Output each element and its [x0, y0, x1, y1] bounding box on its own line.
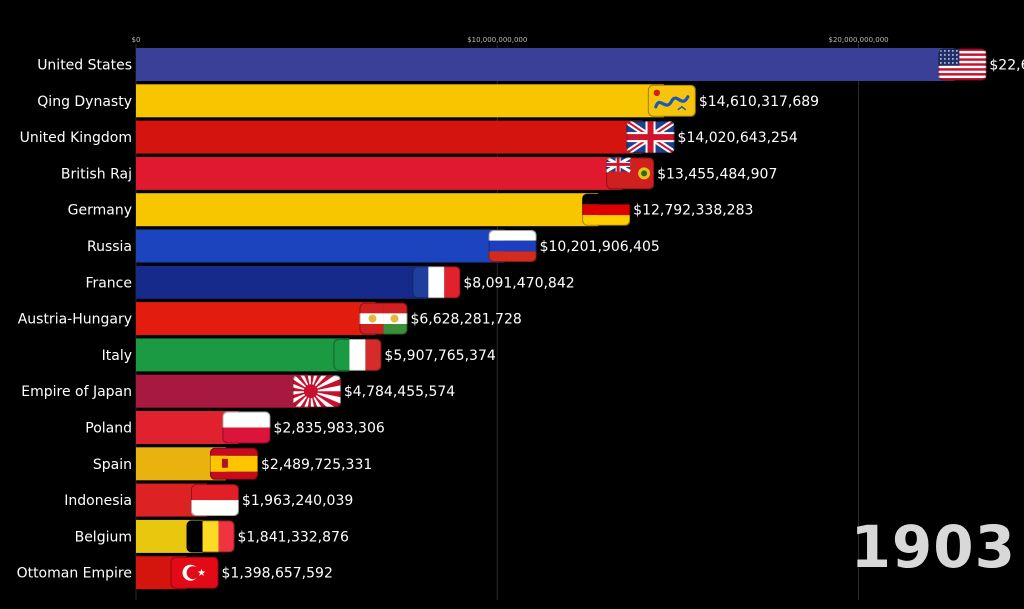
- bar-poland: [136, 411, 239, 444]
- x-tick-label: $10,000,000,000: [467, 36, 527, 44]
- flag-germany-icon: [582, 193, 631, 226]
- value-labels: $22,652,818,557 $14,610,317,689 $14,020,64…: [222, 58, 1024, 582]
- bars: [136, 48, 955, 590]
- value-label-empire-of-japan: $4,784,455,574: [344, 384, 455, 400]
- bar-austria-hungary: [136, 302, 376, 336]
- bar-france: [136, 265, 429, 299]
- category-label-france: France: [85, 275, 132, 291]
- category-label-austria-hungary: Austria-Hungary: [18, 312, 132, 328]
- category-label-ottoman-empire: Ottoman Empire: [17, 566, 132, 582]
- flag-united-states-icon: [938, 48, 987, 81]
- value-label-austria-hungary: $6,628,281,728: [410, 312, 521, 328]
- bar-russia: [136, 229, 505, 263]
- flag-italy-icon: [333, 338, 382, 371]
- value-label-spain: $2,489,725,331: [261, 457, 372, 473]
- flags: [170, 48, 987, 589]
- flag-poland-icon: [222, 411, 271, 444]
- category-label-italy: Italy: [102, 348, 132, 364]
- flag-belgium-icon: [186, 520, 235, 553]
- x-tick-label: $20,000,000,000: [828, 36, 888, 44]
- category-label-russia: Russia: [87, 239, 132, 255]
- value-label-france: $8,091,470,842: [463, 275, 574, 291]
- x-axis-ticks: $0 $10,000,000,000 $20,000,000,000: [132, 36, 889, 44]
- flag-empire-of-japan-icon: [292, 375, 341, 408]
- value-label-british-raj: $13,455,484,907: [657, 166, 777, 182]
- category-label-empire-of-japan: Empire of Japan: [21, 384, 132, 400]
- flag-qing-dynasty-icon: [647, 84, 696, 117]
- flag-british-raj-icon: [606, 157, 655, 190]
- category-label-poland: Poland: [85, 421, 132, 437]
- category-label-united-kingdom: United Kingdom: [20, 130, 132, 146]
- flag-france-icon: [412, 266, 461, 299]
- bar-germany: [136, 193, 599, 227]
- category-labels: United States Qing Dynasty United Kingdom B…: [17, 58, 132, 582]
- x-tick-label: $0: [132, 36, 141, 44]
- value-label-russia: $10,201,906,405: [540, 239, 660, 255]
- flag-spain-icon: [209, 447, 258, 480]
- category-label-united-states: United States: [37, 58, 132, 74]
- category-label-qing-dynasty: Qing Dynasty: [37, 94, 132, 110]
- year-label: 1903: [850, 513, 1016, 581]
- value-label-poland: $2,835,983,306: [273, 421, 384, 437]
- value-label-united-kingdom: $14,020,643,254: [678, 130, 798, 146]
- value-label-indonesia: $1,963,240,039: [242, 493, 353, 509]
- bar-empire-of-japan: [136, 374, 309, 408]
- category-label-germany: Germany: [68, 203, 132, 219]
- value-label-italy: $5,907,765,374: [384, 348, 495, 364]
- bar-united-states: [136, 48, 955, 81]
- flag-russia-icon: [488, 230, 537, 262]
- category-label-indonesia: Indonesia: [64, 493, 132, 509]
- category-label-belgium: Belgium: [75, 529, 132, 545]
- bar-united-kingdom: [136, 120, 643, 154]
- flag-austria-hungary-icon: [359, 302, 408, 335]
- bar-qing-dynasty: [136, 84, 664, 118]
- value-label-united-states: $22,652,818,557: [989, 58, 1024, 74]
- bar-british-raj: [136, 156, 623, 190]
- flag-ottoman-empire-icon: [170, 556, 219, 589]
- value-label-qing-dynasty: $14,610,317,689: [699, 94, 819, 110]
- bar-italy: [136, 338, 350, 372]
- category-label-british-raj: British Raj: [61, 166, 132, 182]
- flag-united-kingdom-icon: [626, 121, 675, 154]
- value-label-belgium: $1,841,332,876: [238, 529, 349, 545]
- value-label-ottoman-empire: $1,398,657,592: [222, 566, 333, 582]
- value-label-germany: $12,792,338,283: [633, 203, 753, 219]
- flag-indonesia-icon: [190, 484, 239, 517]
- category-label-spain: Spain: [93, 457, 132, 473]
